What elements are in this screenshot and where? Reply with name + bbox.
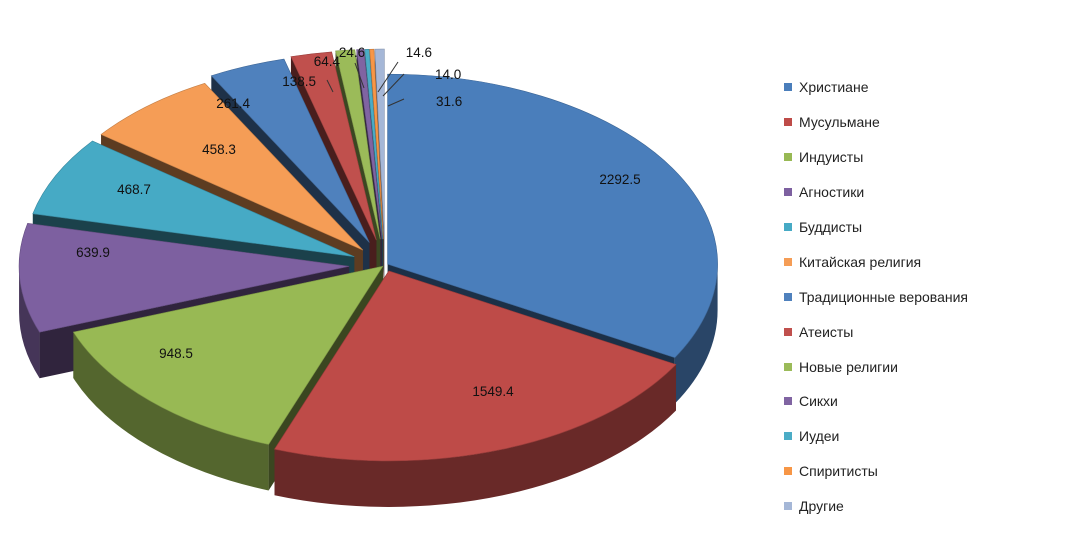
data-label-1: 1549.4 <box>472 384 514 399</box>
data-label-10: 14.6 <box>406 45 432 60</box>
legend-swatch <box>784 432 792 441</box>
legend-label: Спиритисты <box>799 463 878 480</box>
legend-swatch <box>784 188 792 197</box>
legend-swatch <box>784 502 792 511</box>
data-label-3: 639.9 <box>76 245 110 260</box>
pie-slice-10 <box>364 48 384 240</box>
legend-swatch <box>784 83 792 92</box>
legend-label: Агностики <box>799 184 865 201</box>
data-label-5: 458.3 <box>202 142 236 157</box>
pie-slice-12 <box>374 48 385 240</box>
legend-label: Мусульмане <box>799 114 880 131</box>
leader-line-11 <box>382 73 405 97</box>
data-label-0: 2292.5 <box>599 172 640 187</box>
legend-item-3: Агностики <box>784 175 968 210</box>
legend-item-0: Христиане <box>784 70 968 105</box>
legend-swatch <box>784 327 792 336</box>
legend-swatch <box>784 362 792 371</box>
legend-swatch <box>784 467 792 476</box>
pie-chart: 2292.5 1549.4 948.5 639.9 468.7 458.3 261.4 138… <box>18 45 718 507</box>
data-label-9: 24.6 <box>339 45 365 60</box>
legend-label: Буддисты <box>799 219 863 235</box>
data-labels: 2292.5 1549.4 948.5 639.9 468.7 458.3 261.4 138… <box>76 45 641 399</box>
pie-slice-8 <box>335 49 381 240</box>
legend-item-10: Иудеи <box>784 419 968 454</box>
pie-slice-4 <box>32 140 355 257</box>
legend-swatch <box>784 153 792 162</box>
data-label-8: 64.4 <box>314 54 341 69</box>
legend-label: Христиане <box>799 79 869 96</box>
pie-slice-9 <box>356 49 383 240</box>
legend-label: Традиционные верования <box>799 288 968 305</box>
legend-label: Индуисты <box>799 149 864 166</box>
legend-item-2: Индуисты <box>784 140 968 175</box>
data-label-6: 261.4 <box>216 96 250 111</box>
legend-item-4: Буддисты <box>784 210 968 245</box>
pie-slice-outer-wall-1 <box>274 364 677 507</box>
pie-slice-3 <box>18 223 350 333</box>
data-label-11: 14.0 <box>435 67 461 82</box>
pie-slice-outer-wall-0 <box>674 264 718 404</box>
legend-item-8: Новые религии <box>784 349 968 384</box>
pie-slice-11 <box>369 48 384 240</box>
legend-item-6: Традиционные верования <box>784 279 968 314</box>
leader-line-10 <box>377 61 399 93</box>
data-label-4: 468.7 <box>117 182 151 197</box>
legend-swatch <box>784 118 792 127</box>
legend-swatch <box>784 257 792 266</box>
legend-item-7: Атеисты <box>784 314 968 349</box>
legend-item-5: Китайская религия <box>784 244 968 279</box>
leader-lines <box>326 61 405 107</box>
pie-slice-2 <box>72 265 384 445</box>
legend-label: Китайская религия <box>799 253 922 270</box>
pie-slice-6 <box>210 58 370 243</box>
legend-label: Новые религии <box>799 358 898 375</box>
pie-slice-outer-wall-3 <box>19 266 40 379</box>
pie-slice-outer-wall-2 <box>73 332 269 491</box>
legend-item-12: Другие <box>784 489 968 524</box>
leader-line-12 <box>387 98 405 107</box>
data-label-12: 31.6 <box>436 94 462 109</box>
data-label-7: 138.5 <box>282 74 316 89</box>
leader-line-8 <box>326 79 334 93</box>
legend-swatch <box>784 397 792 406</box>
legend-label: Атеисты <box>799 323 854 340</box>
legend-label: Другие <box>799 498 844 515</box>
leader-line-9 <box>354 62 365 89</box>
legend-swatch <box>784 223 792 231</box>
legend-swatch <box>784 292 792 301</box>
legend-label: Иудеи <box>799 428 840 445</box>
legend-item-11: Спиритисты <box>784 454 968 489</box>
pie-slices <box>18 48 718 462</box>
pie-slice-7 <box>290 51 377 241</box>
data-label-2: 948.5 <box>159 346 193 361</box>
legend-item-1: Мусульмане <box>784 105 968 140</box>
pie-slice-5 <box>100 83 364 251</box>
legend-item-9: Сикхи <box>784 384 968 419</box>
pie-slice-1 <box>274 270 677 462</box>
pie-slice-0 <box>387 73 718 359</box>
chart-legend: Христиане Мусульмане Индуисты Агностики Будд… <box>784 70 968 524</box>
legend-label: Сикхи <box>799 393 838 410</box>
